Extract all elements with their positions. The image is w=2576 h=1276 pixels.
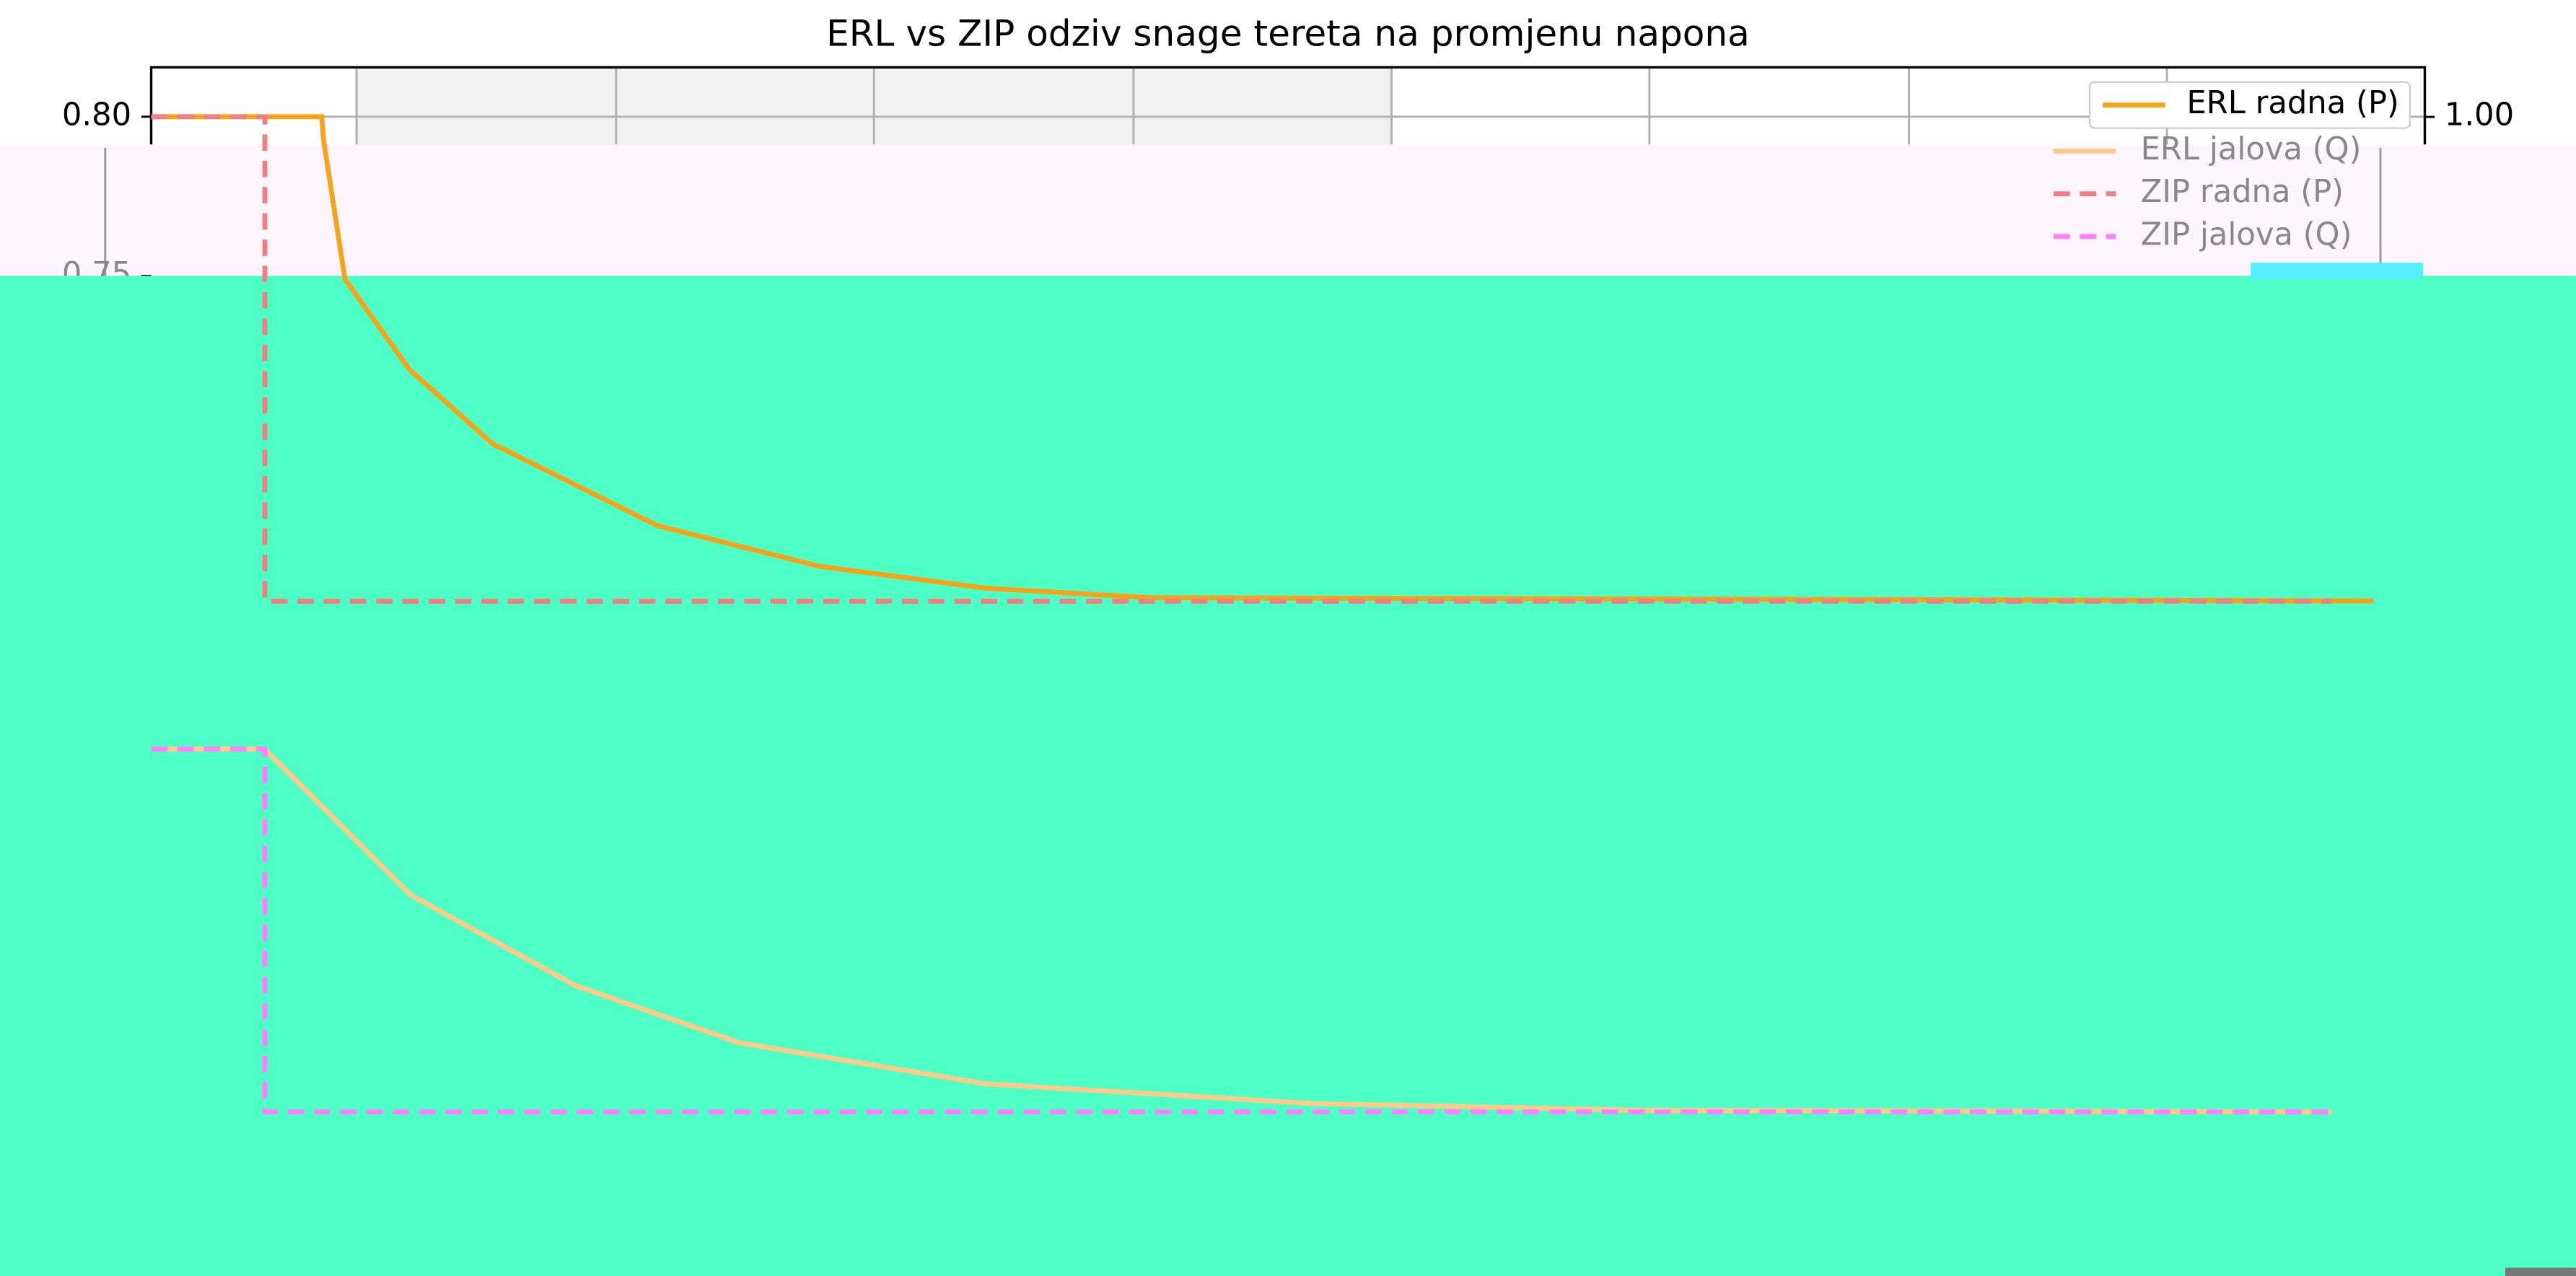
glitch-block	[2251, 263, 2424, 280]
series-line	[151, 747, 2332, 1114]
y2-tick-label: 1.00	[2445, 97, 2514, 133]
series-line	[151, 114, 2373, 604]
chart-title: ERL vs ZIP odziv snage tereta na promjen…	[826, 13, 1750, 55]
legend-label: ERL jalova (Q)	[2141, 131, 2362, 167]
legend-box	[2088, 81, 2411, 129]
glitch-block	[2505, 1267, 2576, 1276]
legend-label: ZIP jalova (Q)	[2141, 216, 2352, 252]
y-tick-label: 0.80	[62, 97, 131, 133]
lines	[151, 114, 2373, 1114]
legend-label: ERL radna (P)	[2186, 85, 2398, 121]
series-line	[151, 747, 2332, 1114]
glitch-overlay	[0, 276, 2576, 1276]
glitch-band	[0, 144, 2576, 276]
legend-label: ZIP radna (P)	[2141, 174, 2344, 210]
series-line	[151, 114, 2332, 604]
plot-frame	[149, 66, 2427, 145]
legend: ERL radna (P) ERL jalova (Q) ZIP radna (P)…	[2053, 81, 2411, 252]
